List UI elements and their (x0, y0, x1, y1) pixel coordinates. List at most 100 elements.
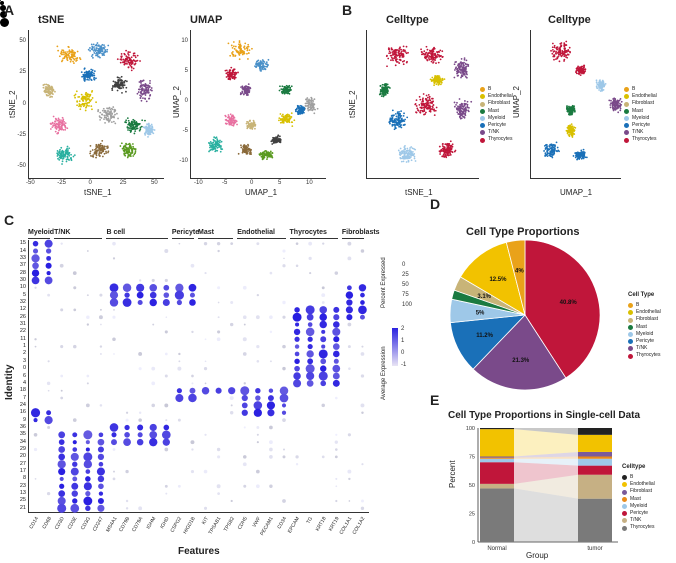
celltype-tsne-point (381, 83, 384, 86)
celltype-tsne-point (401, 54, 404, 57)
tsne-cluster-point (126, 147, 128, 150)
umap-cluster-point (238, 54, 241, 56)
celltype-tsne-point (431, 76, 434, 79)
umap-cluster-point (282, 91, 285, 94)
tsne-cluster-point (73, 62, 75, 65)
bar-segment (480, 456, 514, 458)
tsne-cluster-point (125, 119, 128, 122)
dotplot-dot (45, 248, 52, 254)
dotplot-dot (86, 250, 89, 252)
dotplot-dot (112, 241, 116, 246)
tsne-cluster-point (56, 152, 59, 155)
tsne-cluster-point (65, 160, 68, 163)
umap-cluster-point (309, 107, 312, 109)
tsne-cluster-point (95, 51, 98, 54)
celltype-tsne-point (464, 68, 467, 71)
celltype-tsne-point (451, 145, 454, 148)
celltype-tsne-point (388, 86, 390, 89)
tsne-cluster-point (130, 65, 133, 68)
celltype-umap-point (552, 143, 555, 146)
celltype-umap-point (614, 105, 616, 108)
celltype-tsne-point (449, 140, 452, 143)
dotplot-dot (305, 364, 315, 374)
umap-cluster-point (252, 121, 255, 123)
identity-label: 31 (19, 321, 26, 328)
tsne-cluster-point (93, 76, 96, 79)
celltype-tsne-point (406, 155, 409, 157)
celltype-tsne-point (425, 45, 428, 48)
dotplot-dot (282, 300, 286, 305)
celltype-umap-point (568, 46, 571, 49)
umap-cluster-point (229, 120, 232, 123)
tsne-cluster-point (101, 54, 104, 57)
tsne-cluster-point (67, 45, 70, 48)
tsne-cluster-point (134, 56, 137, 59)
celltype-tsne-point (465, 67, 467, 69)
celltype-tsne-point (467, 109, 469, 112)
umap-cluster-point (230, 75, 232, 78)
celltype-tsne-point (399, 59, 402, 61)
pie-slice (505, 239, 526, 316)
dotplot-dot (97, 438, 105, 446)
celltype-tsne-point (388, 121, 391, 124)
celltype-tsne-point (410, 159, 413, 162)
celltype-umap-point (566, 56, 569, 59)
umap-cluster-point (229, 117, 231, 120)
umap-cluster-point (276, 140, 278, 143)
dotplot-dot (294, 351, 300, 357)
pie-slice (472, 314, 567, 391)
legend-b1-label: Thyrocytes (488, 136, 513, 143)
tsne-cluster-point (64, 152, 67, 155)
tsne-cluster-point (103, 114, 106, 117)
tsne-cluster-point (101, 155, 104, 158)
umap-cluster-point (249, 150, 252, 153)
celltype-tsne-point (432, 57, 435, 60)
celltype-umap-point (613, 101, 616, 104)
tsne-cluster-point (89, 152, 92, 155)
celltype-umap-point (619, 102, 621, 105)
legend-b1-row: Mast (480, 108, 513, 115)
tsne-cluster-point (84, 78, 86, 81)
dotplot-dot (203, 469, 208, 474)
tsne-cluster-point (126, 62, 128, 65)
tsne-cluster-point (52, 115, 55, 118)
tsne-cluster-point (120, 56, 123, 59)
legend-b1-swatch (480, 115, 485, 121)
tsne-cluster-point (95, 101, 97, 104)
celltype-umap-point (555, 141, 558, 144)
celltype-umap-point (581, 65, 584, 68)
feature-label: MS4A1 (104, 516, 119, 534)
umap-cluster-point (231, 72, 234, 75)
umap-cluster-point (251, 47, 253, 50)
dotplot-dot (230, 300, 234, 304)
legend-d-label: Mast (636, 323, 647, 330)
legend-b2-swatch (624, 115, 629, 121)
tsne-cluster-point (98, 155, 101, 157)
tsne-cluster-point (124, 152, 127, 155)
umap-cluster-point (238, 43, 240, 46)
celltype-umap-point (550, 150, 552, 153)
umap-cluster-point (246, 46, 249, 48)
dotplot-dot (295, 322, 300, 327)
celltype-tsne-point (464, 112, 467, 115)
dotplot-dot (204, 338, 207, 341)
dotplot-dot (85, 403, 90, 408)
dotplot-dot (44, 416, 53, 425)
dotplot-dot (98, 315, 103, 320)
celltype-umap-point (580, 149, 583, 152)
legend-b1-label: B (488, 86, 492, 92)
pct-legend-dot (0, 0, 2, 2)
tsne-cluster-point (70, 156, 72, 159)
pct-legend: 0 25 50 75 100 (0, 0, 676, 308)
celltype-tsne-point (420, 107, 423, 110)
legend-b2-row: Mast (624, 108, 657, 115)
celltype-umap-point (550, 152, 552, 154)
dotplot-dot (57, 460, 66, 469)
tsne-cluster-point (61, 53, 64, 56)
umap-cluster-point (244, 92, 247, 94)
dotplot-dot (72, 447, 78, 452)
umap-cluster-point (242, 50, 245, 53)
dotplot-dot (361, 411, 364, 414)
tsne-cluster-point (134, 62, 137, 65)
dotplot-dot (86, 294, 89, 297)
